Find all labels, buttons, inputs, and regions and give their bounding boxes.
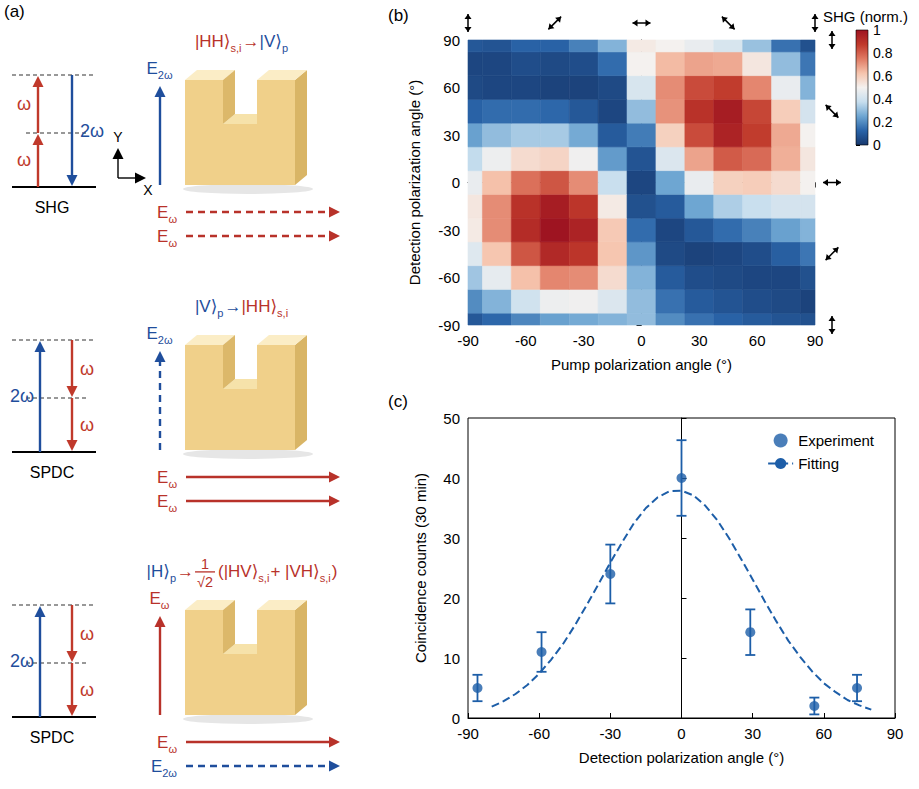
svg-text:p: p (217, 307, 223, 319)
svg-text:|V⟩: |V⟩ (195, 297, 217, 316)
svg-text:ω: ω (168, 213, 177, 225)
svg-text:(c): (c) (388, 392, 408, 411)
svg-text:X: X (143, 182, 153, 198)
svg-text:1: 1 (873, 22, 881, 38)
svg-text:Detection polarization angle (: Detection polarization angle (°) (406, 80, 423, 285)
svg-text:60: 60 (443, 79, 460, 96)
svg-text:90: 90 (887, 725, 904, 742)
svg-text:SPDC: SPDC (30, 729, 74, 746)
svg-text:-60: -60 (438, 269, 460, 286)
svg-text:-30: -30 (573, 332, 595, 349)
svg-text:E: E (157, 468, 168, 487)
svg-text:0.4: 0.4 (873, 91, 893, 107)
svg-text:ω: ω (168, 478, 177, 490)
svg-text:ω: ω (80, 624, 94, 644)
svg-text:2ω: 2ω (162, 767, 177, 779)
svg-text:ω: ω (80, 359, 94, 379)
svg-text:Fitting: Fitting (798, 455, 839, 472)
svg-text:-90: -90 (457, 725, 479, 742)
svg-text:√2: √2 (197, 574, 213, 590)
svg-text:50: 50 (443, 410, 460, 427)
svg-text:30: 30 (691, 332, 708, 349)
svg-text:-90: -90 (457, 332, 479, 349)
svg-text:Experiment: Experiment (798, 432, 875, 449)
svg-text:s,i: s,i (231, 42, 242, 54)
svg-text:2ω: 2ω (10, 386, 34, 406)
svg-text:-60: -60 (528, 725, 550, 742)
svg-text:0: 0 (452, 710, 460, 727)
svg-text:90: 90 (443, 32, 460, 49)
svg-text:E: E (150, 589, 161, 608)
svg-text:-60: -60 (515, 332, 537, 349)
svg-text:40: 40 (443, 470, 460, 487)
svg-text:ω: ω (17, 150, 31, 170)
svg-text:30: 30 (744, 725, 761, 742)
svg-text:60: 60 (815, 725, 832, 742)
svg-text:ω: ω (161, 599, 170, 611)
svg-text:E: E (146, 324, 157, 343)
svg-text:90: 90 (807, 332, 824, 349)
svg-text:0.2: 0.2 (873, 114, 893, 130)
svg-text:ω: ω (168, 743, 177, 755)
svg-text:0: 0 (677, 725, 685, 742)
svg-text:-90: -90 (438, 317, 460, 334)
svg-text:20: 20 (443, 590, 460, 607)
svg-text:(a): (a) (4, 2, 25, 21)
svg-text:Pump polarization angle (°): Pump polarization angle (°) (551, 356, 732, 373)
svg-text:E: E (151, 757, 162, 776)
svg-text:2ω: 2ω (158, 334, 173, 346)
svg-text:(b): (b) (388, 6, 409, 25)
svg-text:E: E (157, 733, 168, 752)
svg-text:|HH⟩: |HH⟩ (195, 32, 231, 51)
svg-text:|V⟩: |V⟩ (260, 32, 282, 51)
svg-text:s,i: s,i (277, 307, 288, 319)
svg-text:0.8: 0.8 (873, 45, 893, 61)
svg-text:s,i: s,i (258, 572, 269, 584)
svg-text:(|HV⟩: (|HV⟩ (218, 562, 258, 581)
svg-text:→: → (224, 297, 241, 316)
svg-text:60: 60 (749, 332, 766, 349)
svg-text:+ |VH⟩: + |VH⟩ (270, 562, 319, 581)
svg-text:|H⟩: |H⟩ (147, 562, 170, 581)
svg-text:E: E (146, 59, 157, 78)
svg-text:p: p (282, 42, 288, 54)
svg-text:1: 1 (201, 556, 209, 572)
svg-text:→: → (243, 32, 260, 51)
svg-text:Detection polarization angle (: Detection polarization angle (°) (579, 749, 784, 766)
svg-text:E: E (157, 203, 168, 222)
svg-text:ω: ω (168, 502, 177, 514)
svg-text:0: 0 (452, 174, 460, 191)
svg-text:p: p (170, 572, 176, 584)
svg-text:Coincidence counts (30 min): Coincidence counts (30 min) (412, 473, 429, 663)
svg-text:E: E (157, 492, 168, 511)
svg-text:2ω: 2ω (80, 121, 104, 141)
svg-text:ω: ω (17, 94, 31, 114)
svg-text:0.6: 0.6 (873, 68, 893, 84)
svg-text:SPDC: SPDC (30, 464, 74, 481)
svg-text:30: 30 (443, 530, 460, 547)
svg-text:-30: -30 (438, 222, 460, 239)
svg-text:0: 0 (637, 332, 645, 349)
svg-text:): ) (332, 562, 338, 581)
svg-text:|HH⟩: |HH⟩ (241, 297, 277, 316)
svg-text:0: 0 (873, 137, 881, 153)
svg-text:→: → (177, 562, 194, 581)
svg-text:2ω: 2ω (158, 69, 173, 81)
svg-text:SHG: SHG (35, 199, 70, 216)
svg-text:E: E (157, 227, 168, 246)
svg-text:ω: ω (80, 680, 94, 700)
svg-text:ω: ω (80, 415, 94, 435)
svg-text:10: 10 (443, 650, 460, 667)
svg-text:2ω: 2ω (10, 651, 34, 671)
svg-text:30: 30 (443, 127, 460, 144)
svg-text:s,i: s,i (320, 572, 331, 584)
svg-text:SHG (norm.): SHG (norm.) (823, 8, 908, 25)
svg-text:-30: -30 (599, 725, 621, 742)
svg-text:Y: Y (113, 129, 123, 145)
svg-text:ω: ω (168, 237, 177, 249)
